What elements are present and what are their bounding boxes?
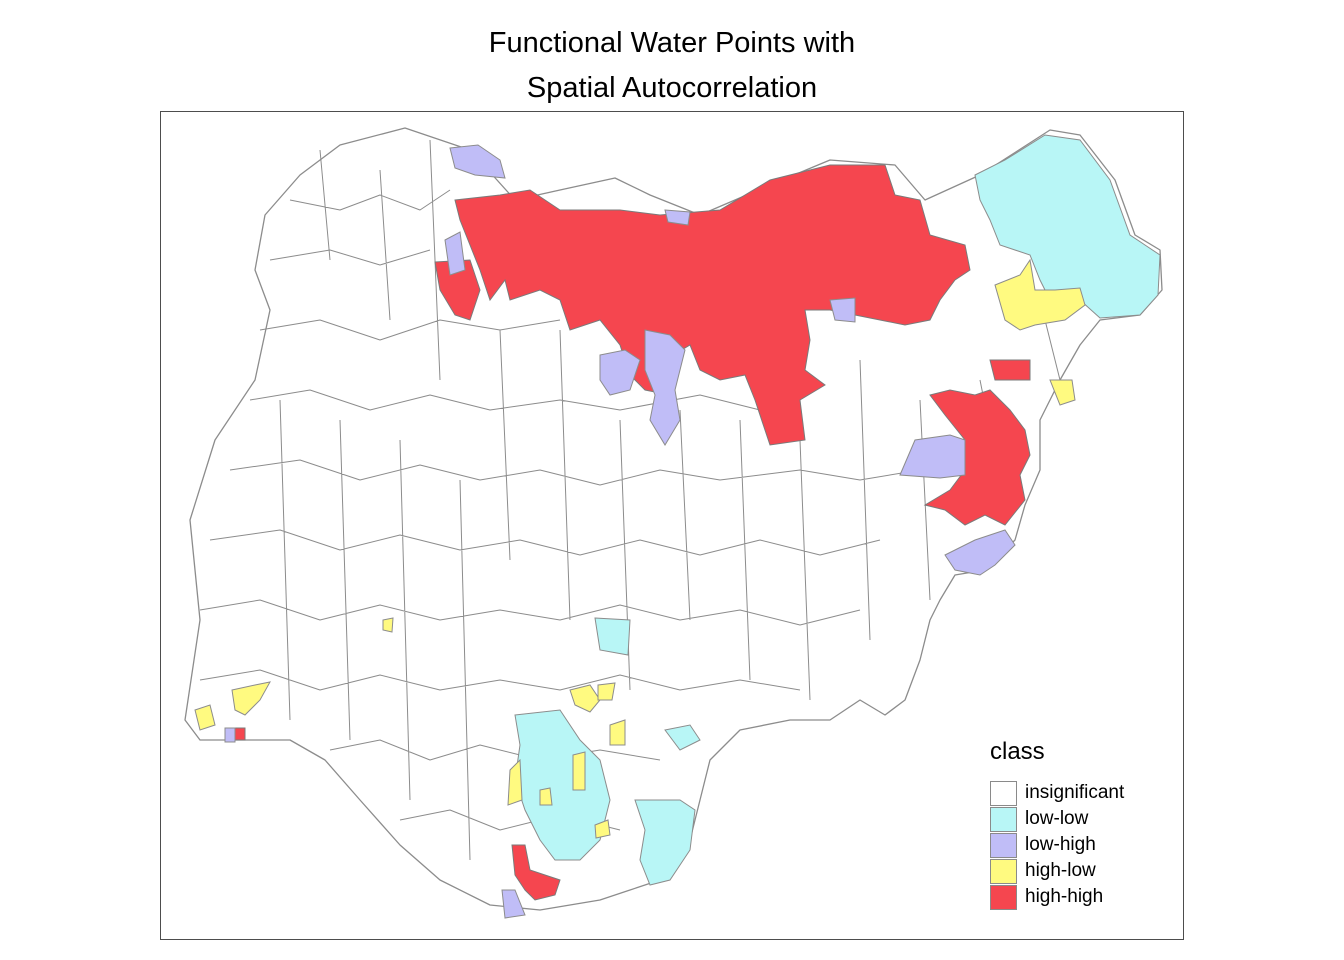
low-high-region-1 xyxy=(449,144,506,179)
high-low-region-1 xyxy=(994,258,1086,331)
low-high-region-5 xyxy=(664,209,691,226)
high-low-region-8 xyxy=(609,719,626,746)
high-high-region-nw xyxy=(434,259,481,321)
legend-item: low-high xyxy=(990,832,1124,858)
low-high-region-6 xyxy=(829,297,856,323)
legend-label: low-low xyxy=(1025,808,1089,829)
low-high-region-3 xyxy=(599,349,641,396)
legend-title: class xyxy=(990,738,1045,765)
legend-swatch-low-high xyxy=(990,832,1017,858)
low-low-region-south-4 xyxy=(664,724,701,751)
high-high-region-ne xyxy=(989,359,1031,381)
low-high-region-4 xyxy=(644,329,686,446)
map-title-line-1: Functional Water Points with xyxy=(488,27,856,59)
high-low-region-5 xyxy=(382,617,394,633)
low-high-region-7 xyxy=(899,434,966,479)
map-frame xyxy=(160,111,1184,940)
high-low-region-6 xyxy=(569,684,601,713)
high-low-region-12 xyxy=(539,787,553,806)
high-low-region-3 xyxy=(231,681,271,716)
high-low-region-10 xyxy=(572,751,586,791)
legend-label: high-low xyxy=(1025,860,1096,881)
low-high-region-8 xyxy=(944,529,1016,576)
low-low-region-south-1 xyxy=(594,617,631,656)
low-high-region-9 xyxy=(501,889,526,919)
legend-swatch-high-low xyxy=(990,858,1017,884)
map-title-line-2: Spatial Autocorrelation xyxy=(526,72,818,104)
legend-label: high-high xyxy=(1025,886,1104,907)
high-low-region-2 xyxy=(1049,379,1076,406)
legend-item: insignificant xyxy=(990,780,1124,806)
legend-item: high-high xyxy=(990,884,1124,910)
high-low-region-4 xyxy=(194,704,216,731)
low-high-region-10 xyxy=(224,727,236,743)
high-low-region-7 xyxy=(597,682,616,701)
high-low-region-11 xyxy=(594,819,611,839)
high-high-region-south xyxy=(511,844,561,901)
legend-item: low-low xyxy=(990,806,1124,832)
map-legend: class insignificant low-low low-high hig… xyxy=(990,738,1124,910)
low-high-region-2 xyxy=(444,231,466,276)
legend-item: high-low xyxy=(990,858,1124,884)
high-high-region-lagos xyxy=(234,727,246,741)
legend-swatch-low-low xyxy=(990,806,1017,832)
high-low-region-9 xyxy=(507,758,523,806)
low-low-region-south-3 xyxy=(634,799,696,886)
legend-swatch-high-high xyxy=(990,884,1017,910)
country-outline xyxy=(184,127,1163,911)
legend-label: low-high xyxy=(1025,834,1096,855)
low-low-region-northeast xyxy=(974,134,1161,319)
legend-label: insignificant xyxy=(1025,782,1125,803)
lga-boundaries xyxy=(199,139,1111,861)
high-high-region-north xyxy=(454,164,971,446)
legend-swatch-insignificant xyxy=(990,780,1017,806)
